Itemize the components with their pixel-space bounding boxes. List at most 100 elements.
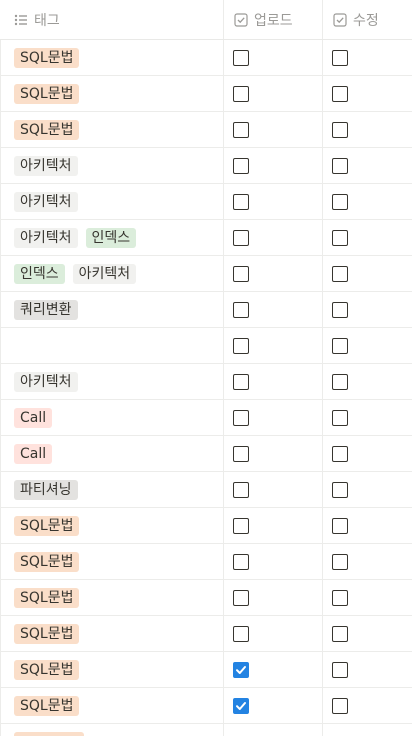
row-upload-cell: [224, 328, 323, 363]
row-tags-cell[interactable]: SQL문법: [0, 652, 224, 687]
row-tags-cell[interactable]: 아키텍처: [0, 148, 224, 183]
row-tags-cell[interactable]: 쿼리변환: [0, 292, 224, 327]
row-tags-cell[interactable]: 인덱스 아키텍처: [0, 256, 224, 291]
column-header-edit-label: 수정: [353, 12, 379, 29]
upload-checkbox[interactable]: [233, 193, 249, 210]
row-upload-cell: [224, 688, 323, 723]
upload-checkbox[interactable]: [233, 229, 249, 246]
edit-checkbox[interactable]: [332, 625, 348, 642]
upload-checkbox[interactable]: [233, 337, 249, 354]
upload-checkbox[interactable]: [233, 481, 249, 498]
row-tags-cell[interactable]: SQL문법: [0, 544, 224, 579]
row-tags-cell[interactable]: SQL문법: [0, 616, 224, 651]
row-tags-cell[interactable]: SQL문법: [0, 580, 224, 615]
row-edit-cell: [323, 292, 412, 327]
row-edit-cell: [323, 184, 412, 219]
upload-checkbox[interactable]: [233, 445, 249, 462]
row-tags-cell[interactable]: SQL문법: [0, 112, 224, 147]
row-tags-cell[interactable]: SQL문법: [0, 688, 224, 723]
row-edit-cell: [323, 148, 412, 183]
tag-pill: SQL문법: [14, 695, 80, 716]
column-header-tags[interactable]: 태그: [0, 0, 224, 39]
upload-checkbox[interactable]: [233, 85, 249, 102]
row-upload-cell: [224, 616, 323, 651]
edit-checkbox[interactable]: [332, 157, 348, 174]
edit-checkbox[interactable]: [332, 589, 348, 606]
upload-checkbox[interactable]: [233, 373, 249, 390]
edit-checkbox[interactable]: [332, 409, 348, 426]
upload-checkbox[interactable]: [233, 661, 249, 678]
upload-checkbox[interactable]: [233, 553, 249, 570]
tag-pill: 인덱스: [14, 263, 65, 284]
row-upload-cell: [224, 40, 323, 75]
table-row: 파티셔닝: [0, 472, 412, 508]
row-tags-cell[interactable]: Call: [0, 436, 224, 471]
upload-checkbox[interactable]: [233, 625, 249, 642]
table-row: Call: [0, 400, 412, 436]
tag-pill: 쿼리변환: [14, 299, 78, 320]
edit-checkbox[interactable]: [332, 265, 348, 282]
upload-checkbox[interactable]: [233, 409, 249, 426]
upload-checkbox[interactable]: [233, 589, 249, 606]
edit-checkbox[interactable]: [332, 373, 348, 390]
upload-checkbox[interactable]: [233, 157, 249, 174]
upload-checkbox[interactable]: [233, 265, 249, 282]
edit-checkbox[interactable]: [332, 553, 348, 570]
row-upload-cell: [224, 76, 323, 111]
tag-pill: SQL문법: [14, 119, 80, 140]
edit-checkbox[interactable]: [332, 121, 348, 138]
table-row: SQL문법: [0, 544, 412, 580]
tag-pill: SQL문법: [14, 659, 80, 680]
tag-pill: 인덱스: [85, 227, 137, 248]
row-upload-cell: [224, 508, 323, 543]
tag-pill: 아키텍처: [14, 227, 78, 248]
table-row: 인덱스 아키텍처: [0, 256, 412, 292]
table-header: 태그 업로드 수정: [0, 0, 412, 40]
upload-checkbox[interactable]: [233, 49, 249, 66]
row-upload-cell: [224, 436, 323, 471]
tag-pill: SQL문법: [14, 47, 80, 68]
upload-checkbox[interactable]: [233, 121, 249, 138]
tag-pill: 파티셔닝: [14, 479, 78, 500]
checkbox-icon: [333, 12, 347, 27]
row-tags-cell[interactable]: 아키텍처: [0, 184, 224, 219]
row-tags-cell[interactable]: [0, 328, 224, 363]
edit-checkbox[interactable]: [332, 229, 348, 246]
row-tags-cell[interactable]: 아키텍처 인덱스: [0, 220, 224, 255]
edit-checkbox[interactable]: [332, 301, 348, 318]
row-tags-cell[interactable]: [0, 724, 224, 736]
row-upload-cell[interactable]: [224, 724, 323, 736]
edit-checkbox[interactable]: [332, 517, 348, 534]
upload-checkbox[interactable]: [233, 301, 249, 318]
row-tags-cell[interactable]: 아키텍처: [0, 364, 224, 399]
table-row: [0, 328, 412, 364]
upload-checkbox[interactable]: [233, 697, 249, 714]
row-tags-cell[interactable]: SQL문법: [0, 76, 224, 111]
edit-checkbox[interactable]: [332, 337, 348, 354]
row-edit-cell[interactable]: [323, 724, 412, 736]
row-tags-cell[interactable]: SQL문법: [0, 40, 224, 75]
table-row: 아키텍처: [0, 148, 412, 184]
row-upload-cell: [224, 112, 323, 147]
edit-checkbox[interactable]: [332, 481, 348, 498]
row-tags-cell[interactable]: 파티셔닝: [0, 472, 224, 507]
row-upload-cell: [224, 400, 323, 435]
column-header-edit[interactable]: 수정: [323, 0, 412, 39]
table-row: SQL문법: [0, 652, 412, 688]
edit-checkbox[interactable]: [332, 85, 348, 102]
table-row: SQL문법: [0, 616, 412, 652]
row-edit-cell: [323, 688, 412, 723]
table-row: 아키텍처: [0, 364, 412, 400]
column-header-upload[interactable]: 업로드: [224, 0, 323, 39]
row-tags-cell[interactable]: SQL문법: [0, 508, 224, 543]
edit-checkbox[interactable]: [332, 697, 348, 714]
edit-checkbox[interactable]: [332, 193, 348, 210]
upload-checkbox[interactable]: [233, 517, 249, 534]
row-edit-cell: [323, 112, 412, 147]
edit-checkbox[interactable]: [332, 661, 348, 678]
row-tags-cell[interactable]: Call: [0, 400, 224, 435]
edit-checkbox[interactable]: [332, 49, 348, 66]
row-edit-cell: [323, 580, 412, 615]
edit-checkbox[interactable]: [332, 445, 348, 462]
